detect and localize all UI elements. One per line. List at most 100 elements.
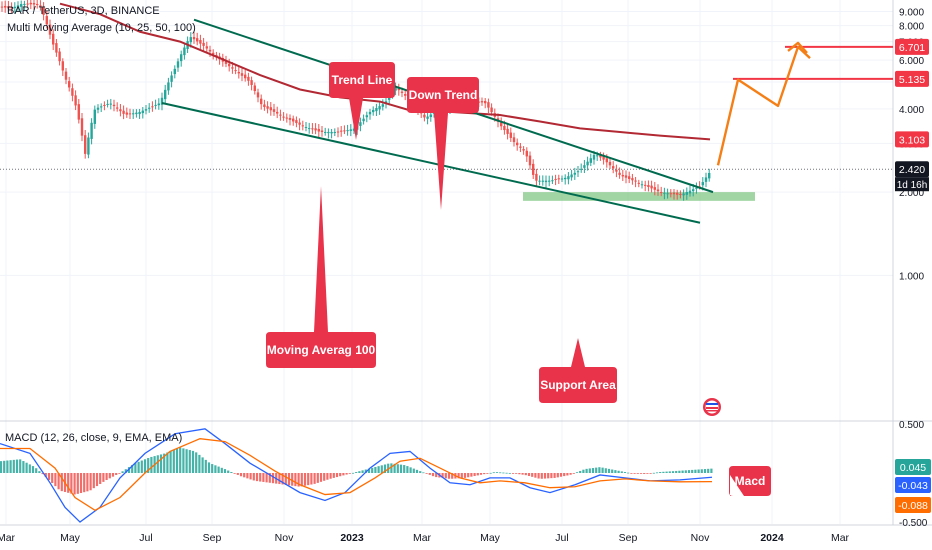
macd-bar <box>575 472 579 474</box>
candle-body <box>250 80 253 85</box>
candle-body <box>61 61 64 71</box>
macd-bar <box>591 468 595 473</box>
candle-body <box>13 6 16 9</box>
macd-bar <box>227 470 230 473</box>
candle-body <box>599 154 602 158</box>
macd-bar <box>211 464 214 473</box>
macd-bar <box>124 469 127 473</box>
macd-bar <box>646 473 649 474</box>
macd-bar <box>492 472 495 474</box>
candle-body <box>423 114 426 118</box>
callout-trend-line[interactable]: Trend Line <box>329 62 395 140</box>
macd-bar <box>204 459 207 473</box>
macd-bar <box>508 472 511 474</box>
macd-bar <box>38 471 41 473</box>
macd-bar <box>521 473 524 475</box>
macd-bar <box>396 464 399 473</box>
callout-moving-average[interactable]: Moving Averag 100 <box>266 186 376 368</box>
macd-bar <box>185 449 188 473</box>
callout-label: Moving Averag 100 <box>267 343 376 357</box>
macd-bar <box>377 466 380 473</box>
macd-bar <box>67 473 70 493</box>
candle-body <box>500 122 503 127</box>
candle-body <box>570 174 573 178</box>
macd-bar <box>550 473 553 479</box>
candle-body <box>695 187 698 189</box>
candle-body <box>692 189 695 192</box>
macd-bar <box>22 461 25 473</box>
macd-bar <box>207 462 211 473</box>
macd-bar <box>687 470 691 473</box>
candle-body <box>308 128 311 130</box>
candle-body <box>541 180 544 182</box>
macd-bar <box>415 469 419 473</box>
projection-path <box>716 45 811 166</box>
macd-bar <box>179 447 182 473</box>
ma100-line <box>59 2 711 141</box>
candle-body <box>122 110 125 114</box>
candle-body <box>362 118 365 122</box>
callout-bubble <box>407 77 479 210</box>
candle-body <box>551 180 554 182</box>
macd-bar <box>361 470 364 473</box>
macd-bar <box>175 448 179 473</box>
candle-body <box>183 47 186 56</box>
callout-support-area[interactable]: Support Area <box>539 338 617 403</box>
callout-down-trend[interactable]: Down Trend <box>407 77 479 210</box>
candle-body <box>378 106 381 110</box>
macd-bar <box>479 473 483 475</box>
price-badge-label: 6.701 <box>899 42 925 54</box>
candle-body <box>138 111 141 115</box>
macd-bar <box>294 473 297 487</box>
candle-body <box>567 176 570 180</box>
candle-body <box>36 3 39 5</box>
macd-bar <box>83 473 86 493</box>
callout-bubble <box>266 186 376 368</box>
macd-bar <box>300 473 303 487</box>
macd-bar <box>531 473 534 477</box>
macd-bar <box>643 473 646 474</box>
price-badge-label: 3.103 <box>899 134 925 146</box>
macd-bar <box>15 459 19 473</box>
callout-macd[interactable]: Macd <box>729 466 771 496</box>
symbol-legend[interactable]: BAR / TetherUS, 3D, BINANCE <box>7 5 160 17</box>
symbol-title: BAR / TetherUS, 3D, BINANCE <box>7 5 160 17</box>
macd-bar <box>595 467 598 473</box>
candle-body <box>74 95 77 106</box>
macd-bar <box>406 466 409 473</box>
macd-legend[interactable]: MACD (12, 26, close, 9, EMA, EMA) <box>5 432 182 444</box>
candle-body <box>637 182 640 184</box>
macd-bar <box>348 473 351 474</box>
candle-body <box>359 122 362 126</box>
candle-body <box>167 82 170 91</box>
macd-bar <box>214 465 217 473</box>
candle-body <box>224 60 228 64</box>
candle-body <box>240 73 244 76</box>
macd-bar <box>543 473 547 479</box>
callout-bubble <box>329 62 395 140</box>
time-tick-label: 2024 <box>760 532 784 544</box>
macd-bar <box>681 470 684 473</box>
candle-body <box>330 131 333 134</box>
macd-bar <box>527 473 531 477</box>
macd-bar <box>118 473 121 474</box>
candle-body <box>621 174 624 177</box>
macd-bar <box>51 473 54 484</box>
candle-body <box>426 116 429 119</box>
support-area-zone <box>523 192 755 201</box>
indicator-legend[interactable]: Multi Moving Average (10, 25, 50, 100) <box>7 22 196 34</box>
candle-body <box>247 76 250 81</box>
candle-body <box>263 104 266 108</box>
candle-body <box>631 178 634 181</box>
candle-body <box>202 42 205 46</box>
macd-bar <box>108 473 111 479</box>
candle-body <box>634 180 637 182</box>
macd-bar <box>614 470 617 473</box>
candle-body <box>0 6 4 8</box>
time-tick-label: Jul <box>139 532 152 544</box>
candle-body <box>288 117 292 120</box>
macd-bar <box>316 473 319 483</box>
candle-body <box>42 7 45 15</box>
macd-bar <box>246 473 249 479</box>
